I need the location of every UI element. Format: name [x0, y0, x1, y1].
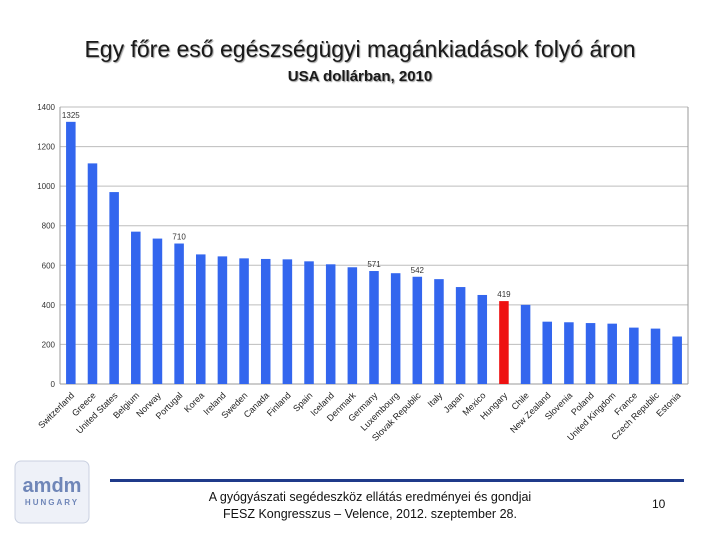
data-label: 1325 [62, 111, 80, 120]
bar [87, 163, 98, 384]
bar [607, 323, 617, 384]
bar [629, 327, 639, 384]
bar [325, 264, 336, 384]
y-tick-label: 600 [42, 261, 56, 270]
footer-divider [110, 479, 684, 482]
bar [455, 287, 466, 384]
x-tick-label: Finland [265, 390, 293, 418]
data-label: 542 [411, 266, 425, 275]
bar [369, 271, 379, 384]
bar [66, 121, 76, 384]
y-tick-label: 200 [42, 340, 56, 349]
amdm-logo: amdm HUNGARY [14, 460, 90, 524]
bar [650, 328, 661, 384]
bar [282, 259, 293, 384]
bar [499, 301, 509, 384]
footer-line-1: A gyógyászati segédeszköz ellátás eredmé… [208, 490, 532, 504]
data-label: 419 [497, 290, 511, 299]
bar [347, 267, 358, 384]
logo-wordmark: amdm [23, 475, 82, 497]
bar [217, 256, 228, 384]
footer-text: A gyógyászati segédeszköz ellátás eredmé… [140, 489, 600, 523]
bar-chart: 02004006008001000120014001325Switzerland… [36, 103, 689, 443]
page-number: 10 [652, 497, 666, 511]
page-title: Egy főre eső egészségügyi magánkiadások … [84, 36, 636, 62]
bar [195, 254, 206, 384]
data-label: 710 [172, 233, 186, 242]
bar [152, 238, 163, 384]
bar [585, 323, 596, 384]
bar [542, 321, 553, 384]
bar [109, 192, 119, 384]
x-tick-label: Estonia [654, 390, 682, 418]
bar [412, 276, 423, 384]
bar [477, 294, 488, 384]
y-tick-label: 1400 [37, 103, 55, 112]
bar [260, 258, 271, 384]
bar [239, 258, 249, 384]
y-tick-label: 400 [42, 301, 56, 310]
bar [390, 273, 401, 384]
bar [304, 261, 314, 384]
bar [131, 231, 141, 384]
logo-subtext: HUNGARY [25, 498, 79, 507]
bar [672, 336, 682, 384]
footer-line-2: FESZ Kongresszus – Velence, 2012. szepte… [223, 507, 517, 521]
y-tick-label: 800 [42, 222, 56, 231]
bar [520, 304, 531, 384]
bar [434, 279, 444, 384]
bar [564, 322, 574, 384]
bar [174, 243, 184, 384]
y-tick-label: 0 [51, 380, 56, 389]
y-tick-label: 1000 [37, 182, 55, 191]
page-subtitle: USA dollárban, 2010 [287, 68, 433, 85]
data-label: 571 [367, 260, 381, 269]
y-tick-label: 1200 [37, 143, 55, 152]
